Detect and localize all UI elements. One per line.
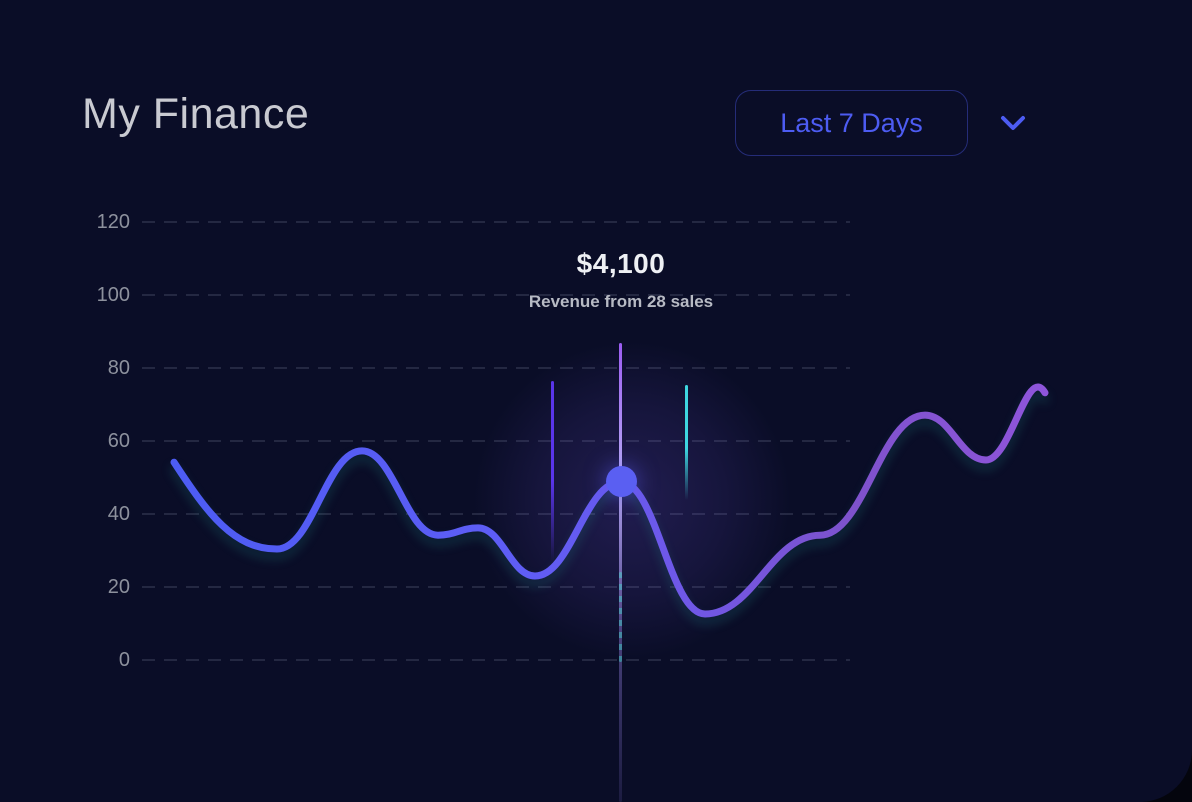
marker-line-left bbox=[550, 381, 554, 562]
tooltip-value: $4,100 bbox=[576, 248, 666, 279]
highlight-glow bbox=[472, 340, 792, 660]
gridline bbox=[142, 367, 850, 369]
gridline bbox=[142, 294, 850, 296]
gridline bbox=[142, 513, 850, 515]
date-range-button[interactable]: Last 7 Days bbox=[735, 90, 968, 156]
y-axis-label: 120 bbox=[96, 211, 130, 233]
date-range-label: Last 7 Days bbox=[780, 107, 923, 138]
y-axis-label: 20 bbox=[107, 576, 130, 598]
gridline bbox=[142, 659, 850, 661]
chevron-down-icon[interactable] bbox=[1000, 112, 1026, 134]
highlighted-data-point[interactable] bbox=[605, 466, 637, 498]
gridline bbox=[142, 586, 850, 588]
marker-line-right bbox=[684, 385, 688, 500]
gridline bbox=[142, 440, 850, 442]
revenue-line bbox=[170, 383, 1049, 618]
page-title: My Finance bbox=[82, 90, 310, 138]
y-axis-label: 0 bbox=[118, 649, 130, 671]
gridline bbox=[142, 221, 850, 223]
y-axis-label: 40 bbox=[107, 503, 130, 525]
tooltip: $4,100 Revenue from 28 sales bbox=[461, 248, 781, 312]
y-axis-label: 60 bbox=[107, 430, 130, 452]
y-axis-label: 80 bbox=[107, 357, 130, 379]
cursor-line bbox=[618, 343, 622, 802]
y-axis-label: 100 bbox=[96, 284, 130, 306]
